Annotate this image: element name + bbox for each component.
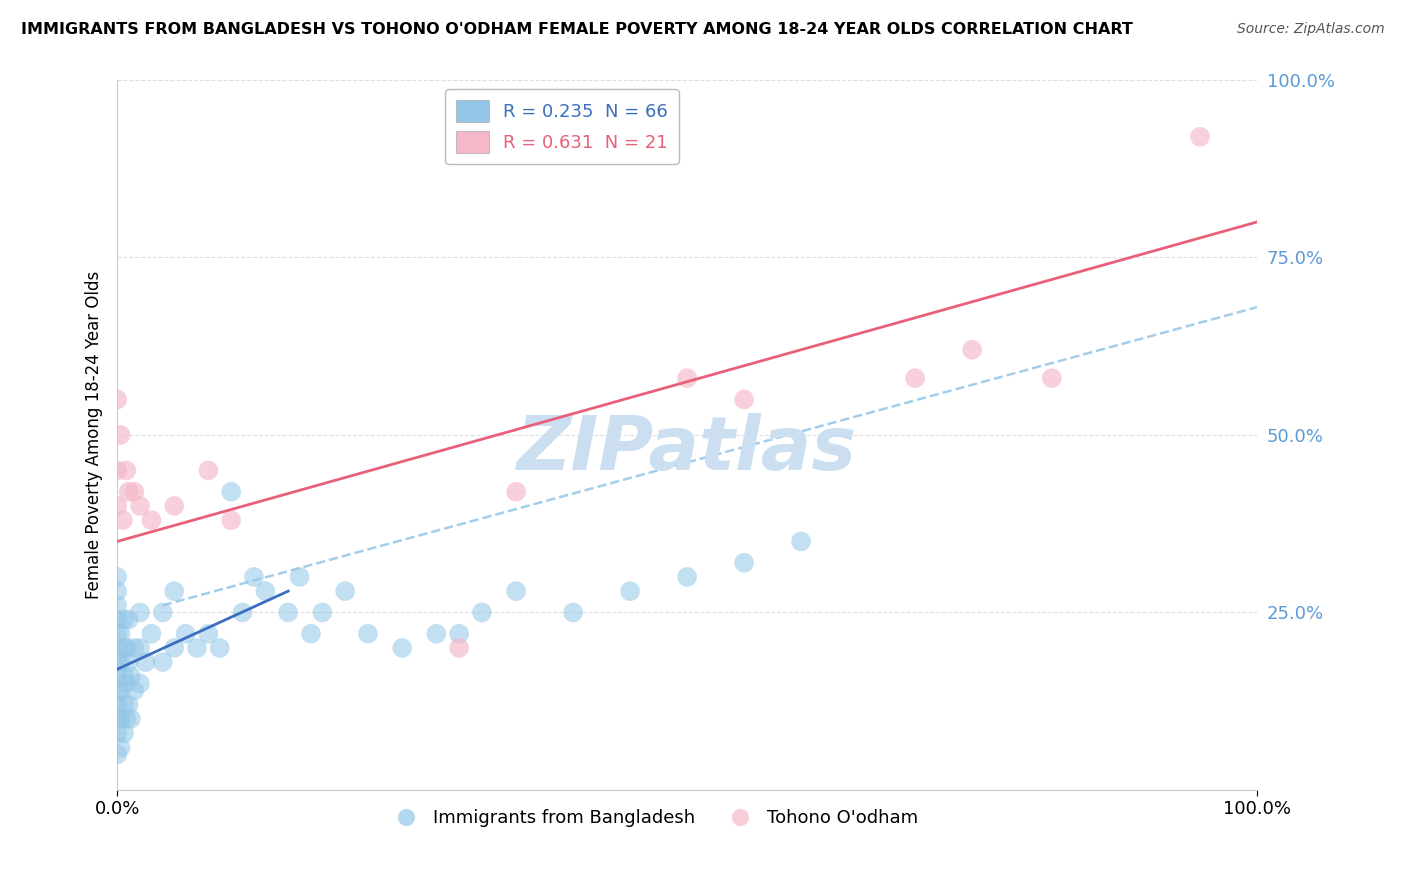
- Point: [105, 599, 128, 613]
- Point: [115, 463, 138, 477]
- Point: [219, 484, 242, 499]
- Point: [299, 626, 322, 640]
- Point: [105, 698, 128, 712]
- Point: [112, 726, 135, 740]
- Point: [676, 371, 699, 385]
- Point: [288, 570, 311, 584]
- Point: [110, 655, 132, 669]
- Point: [619, 584, 641, 599]
- Point: [1040, 371, 1063, 385]
- Point: [163, 584, 186, 599]
- Text: ZIPatlas: ZIPatlas: [517, 413, 858, 485]
- Point: [112, 698, 135, 712]
- Y-axis label: Female Poverty Among 18-24 Year Olds: Female Poverty Among 18-24 Year Olds: [86, 271, 103, 599]
- Point: [391, 640, 413, 655]
- Point: [105, 726, 128, 740]
- Point: [208, 640, 231, 655]
- Point: [243, 570, 266, 584]
- Point: [174, 626, 197, 640]
- Point: [129, 676, 152, 690]
- Point: [152, 655, 174, 669]
- Point: [357, 626, 380, 640]
- Point: [115, 712, 138, 726]
- Point: [232, 606, 254, 620]
- Point: [129, 640, 152, 655]
- Point: [105, 392, 128, 407]
- Point: [733, 392, 755, 407]
- Point: [163, 499, 186, 513]
- Point: [111, 513, 134, 527]
- Point: [505, 584, 527, 599]
- Point: [163, 640, 186, 655]
- Point: [105, 613, 128, 627]
- Point: [120, 712, 142, 726]
- Point: [105, 499, 128, 513]
- Point: [186, 640, 208, 655]
- Point: [110, 626, 132, 640]
- Point: [117, 698, 139, 712]
- Point: [676, 570, 699, 584]
- Point: [141, 626, 163, 640]
- Point: [197, 463, 219, 477]
- Point: [135, 655, 157, 669]
- Point: [110, 712, 132, 726]
- Point: [105, 570, 128, 584]
- Point: [105, 626, 128, 640]
- Text: Source: ZipAtlas.com: Source: ZipAtlas.com: [1237, 22, 1385, 37]
- Point: [790, 534, 813, 549]
- Point: [117, 613, 139, 627]
- Point: [124, 484, 146, 499]
- Point: [115, 640, 138, 655]
- Point: [117, 655, 139, 669]
- Point: [124, 683, 146, 698]
- Point: [105, 463, 128, 477]
- Point: [117, 484, 139, 499]
- Point: [960, 343, 983, 357]
- Point: [733, 556, 755, 570]
- Point: [152, 606, 174, 620]
- Point: [1189, 129, 1212, 144]
- Point: [105, 655, 128, 669]
- Point: [105, 747, 128, 762]
- Point: [505, 484, 527, 499]
- Point: [112, 640, 135, 655]
- Point: [425, 626, 447, 640]
- Point: [449, 640, 471, 655]
- Point: [110, 740, 132, 755]
- Point: [471, 606, 494, 620]
- Point: [904, 371, 927, 385]
- Point: [141, 513, 163, 527]
- Point: [110, 428, 132, 442]
- Point: [120, 669, 142, 683]
- Point: [449, 626, 471, 640]
- Point: [105, 669, 128, 683]
- Point: [105, 584, 128, 599]
- Point: [562, 606, 585, 620]
- Point: [112, 669, 135, 683]
- Point: [112, 613, 135, 627]
- Point: [254, 584, 277, 599]
- Point: [333, 584, 356, 599]
- Point: [115, 676, 138, 690]
- Point: [110, 683, 132, 698]
- Text: IMMIGRANTS FROM BANGLADESH VS TOHONO O'ODHAM FEMALE POVERTY AMONG 18-24 YEAR OLD: IMMIGRANTS FROM BANGLADESH VS TOHONO O'O…: [21, 22, 1133, 37]
- Point: [129, 499, 152, 513]
- Point: [105, 640, 128, 655]
- Point: [105, 712, 128, 726]
- Point: [105, 683, 128, 698]
- Point: [219, 513, 242, 527]
- Point: [277, 606, 299, 620]
- Point: [311, 606, 333, 620]
- Legend: Immigrants from Bangladesh, Tohono O'odham: Immigrants from Bangladesh, Tohono O'odh…: [381, 802, 925, 834]
- Point: [124, 640, 146, 655]
- Point: [197, 626, 219, 640]
- Point: [129, 606, 152, 620]
